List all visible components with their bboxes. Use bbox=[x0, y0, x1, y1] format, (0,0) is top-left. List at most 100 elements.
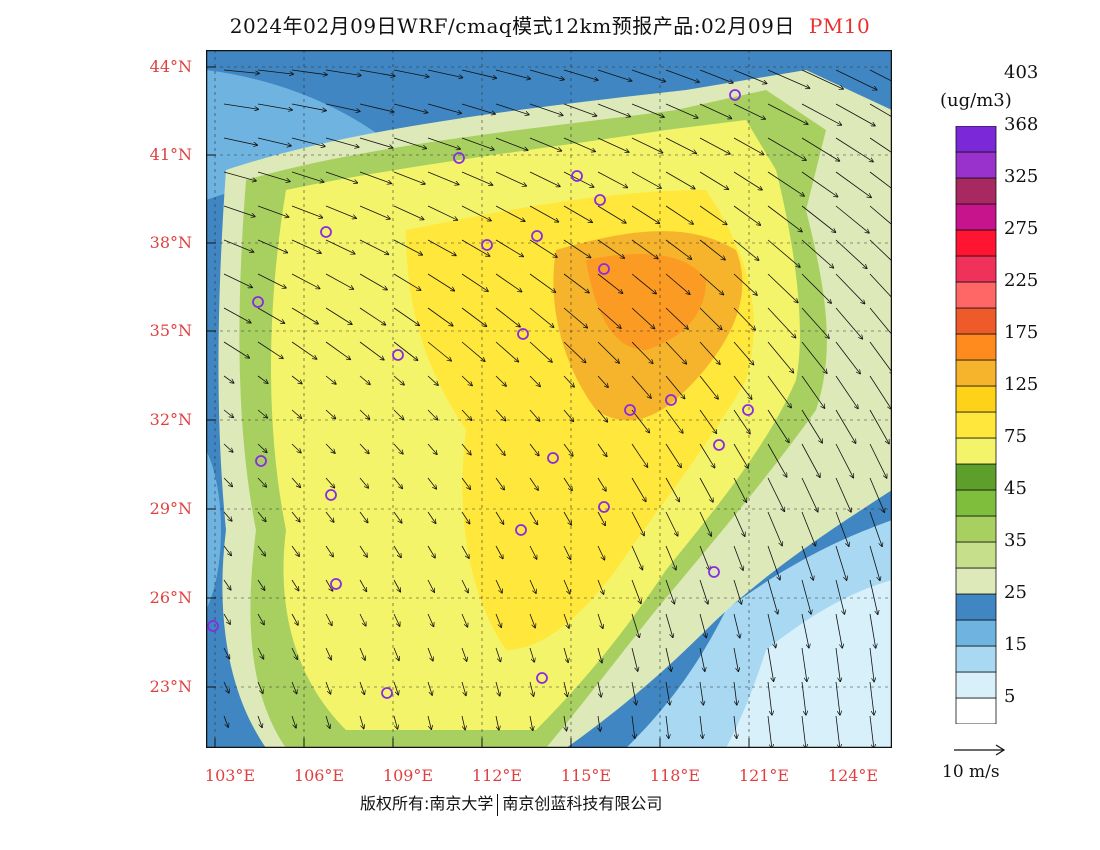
wind-arrow bbox=[257, 715, 262, 728]
wind-arrow bbox=[631, 103, 664, 117]
wind-arrow bbox=[393, 681, 398, 695]
wind-arrow bbox=[869, 273, 892, 299]
legend-swatch bbox=[955, 593, 997, 621]
wind-arrow bbox=[835, 715, 840, 748]
wind-arrow bbox=[665, 137, 697, 154]
wind-arrow bbox=[529, 681, 534, 696]
wind-arrow bbox=[393, 171, 425, 184]
wind-arrow bbox=[257, 205, 289, 217]
legend-swatch bbox=[955, 437, 997, 465]
wind-arrow bbox=[733, 647, 738, 672]
map-canvas bbox=[206, 50, 892, 748]
wind-arrow bbox=[393, 239, 423, 255]
wind-arrow bbox=[223, 545, 231, 556]
wind-arrow bbox=[665, 579, 675, 604]
wind-arrow bbox=[223, 409, 234, 418]
wind-arrow bbox=[461, 375, 472, 386]
legend-label: 368 bbox=[1004, 114, 1039, 135]
legend-swatch bbox=[955, 515, 997, 543]
wind-arrow bbox=[461, 273, 488, 291]
wind-arrow bbox=[665, 443, 681, 468]
wind-arrow bbox=[257, 137, 291, 146]
wind-arrow bbox=[631, 715, 635, 739]
wind-arrow bbox=[563, 137, 595, 152]
legend-label: 45 bbox=[1004, 478, 1027, 499]
city-markers bbox=[207, 89, 754, 699]
wind-arrow bbox=[563, 443, 573, 456]
city-marker bbox=[708, 566, 720, 578]
very-low-concentration-sea bbox=[726, 580, 892, 748]
pollutant-label: PM10 bbox=[808, 14, 871, 38]
lon-label-109: 109°E bbox=[382, 766, 434, 785]
wind-arrow bbox=[665, 239, 692, 259]
wind-arrow bbox=[359, 307, 386, 325]
wind-arrow bbox=[563, 239, 591, 258]
legend-swatch bbox=[955, 697, 997, 724]
wind-arrow bbox=[359, 545, 367, 557]
map-frame bbox=[206, 50, 892, 748]
wind-arrow bbox=[801, 171, 838, 197]
wind-arrow bbox=[291, 137, 325, 147]
pollution-map bbox=[206, 50, 892, 748]
wind-arrow bbox=[461, 613, 468, 627]
wind-arrow bbox=[495, 239, 524, 257]
wind-arrow bbox=[801, 477, 818, 512]
wind-arrow bbox=[597, 171, 628, 188]
wind-arrow bbox=[495, 545, 503, 559]
wind-arrow bbox=[563, 69, 598, 80]
wind-arrow bbox=[733, 409, 750, 434]
wind-arrow bbox=[597, 613, 603, 629]
wind-arrow bbox=[631, 613, 639, 638]
wind-arrow bbox=[631, 307, 655, 329]
wind-arrow bbox=[325, 239, 355, 254]
wind-arrow bbox=[767, 443, 787, 477]
wind-arrow bbox=[733, 681, 737, 705]
city-marker bbox=[392, 349, 404, 361]
legend-swatch bbox=[955, 619, 997, 647]
wind-arrow bbox=[733, 273, 757, 295]
wind-arrow bbox=[359, 613, 366, 626]
wind-arrow bbox=[631, 205, 660, 224]
wind-arrow bbox=[223, 647, 230, 659]
wind-arrow bbox=[733, 103, 765, 119]
wind-arrow bbox=[223, 341, 250, 358]
wind-arrow bbox=[631, 409, 650, 433]
wind-arrow bbox=[801, 647, 807, 682]
legend-label: 25 bbox=[1004, 582, 1027, 603]
wind-arrow bbox=[529, 613, 535, 628]
wind-arrow bbox=[767, 613, 776, 648]
legend-label: 15 bbox=[1004, 634, 1027, 655]
wind-arrow bbox=[699, 341, 720, 364]
wind-arrow bbox=[835, 137, 873, 162]
wind-arrow bbox=[393, 341, 418, 361]
wind-arrow bbox=[495, 69, 531, 79]
wind-arrow bbox=[835, 171, 871, 198]
wind-arrow bbox=[427, 69, 463, 78]
lat-label-38: 38°N bbox=[149, 233, 192, 252]
wind-arrow bbox=[291, 171, 324, 182]
lat-label-23: 23°N bbox=[149, 677, 192, 696]
wind-arrow bbox=[631, 69, 666, 82]
wind-arrow bbox=[495, 171, 527, 186]
city-marker bbox=[571, 170, 583, 182]
wind-arrow bbox=[597, 579, 604, 594]
wind-arrow bbox=[767, 681, 772, 715]
wind-arrow bbox=[427, 647, 433, 661]
wind-arrow bbox=[733, 477, 747, 502]
wind-arrow bbox=[325, 647, 331, 660]
wind-arrow bbox=[869, 443, 887, 478]
city-marker bbox=[252, 296, 264, 308]
wind-arrow bbox=[835, 613, 842, 648]
wind-arrow bbox=[529, 205, 559, 222]
city-marker bbox=[255, 455, 267, 467]
wind-arrow bbox=[699, 613, 706, 638]
wind-arrow bbox=[665, 477, 680, 502]
wind-arrow bbox=[359, 681, 365, 695]
wind-arrow bbox=[733, 341, 754, 365]
wind-arrow bbox=[631, 375, 651, 398]
wind-arrow bbox=[835, 477, 851, 512]
wind-arrow bbox=[699, 443, 715, 468]
wind-arrow bbox=[631, 273, 656, 294]
wind-arrow bbox=[665, 409, 683, 433]
wind-arrow bbox=[801, 69, 843, 89]
